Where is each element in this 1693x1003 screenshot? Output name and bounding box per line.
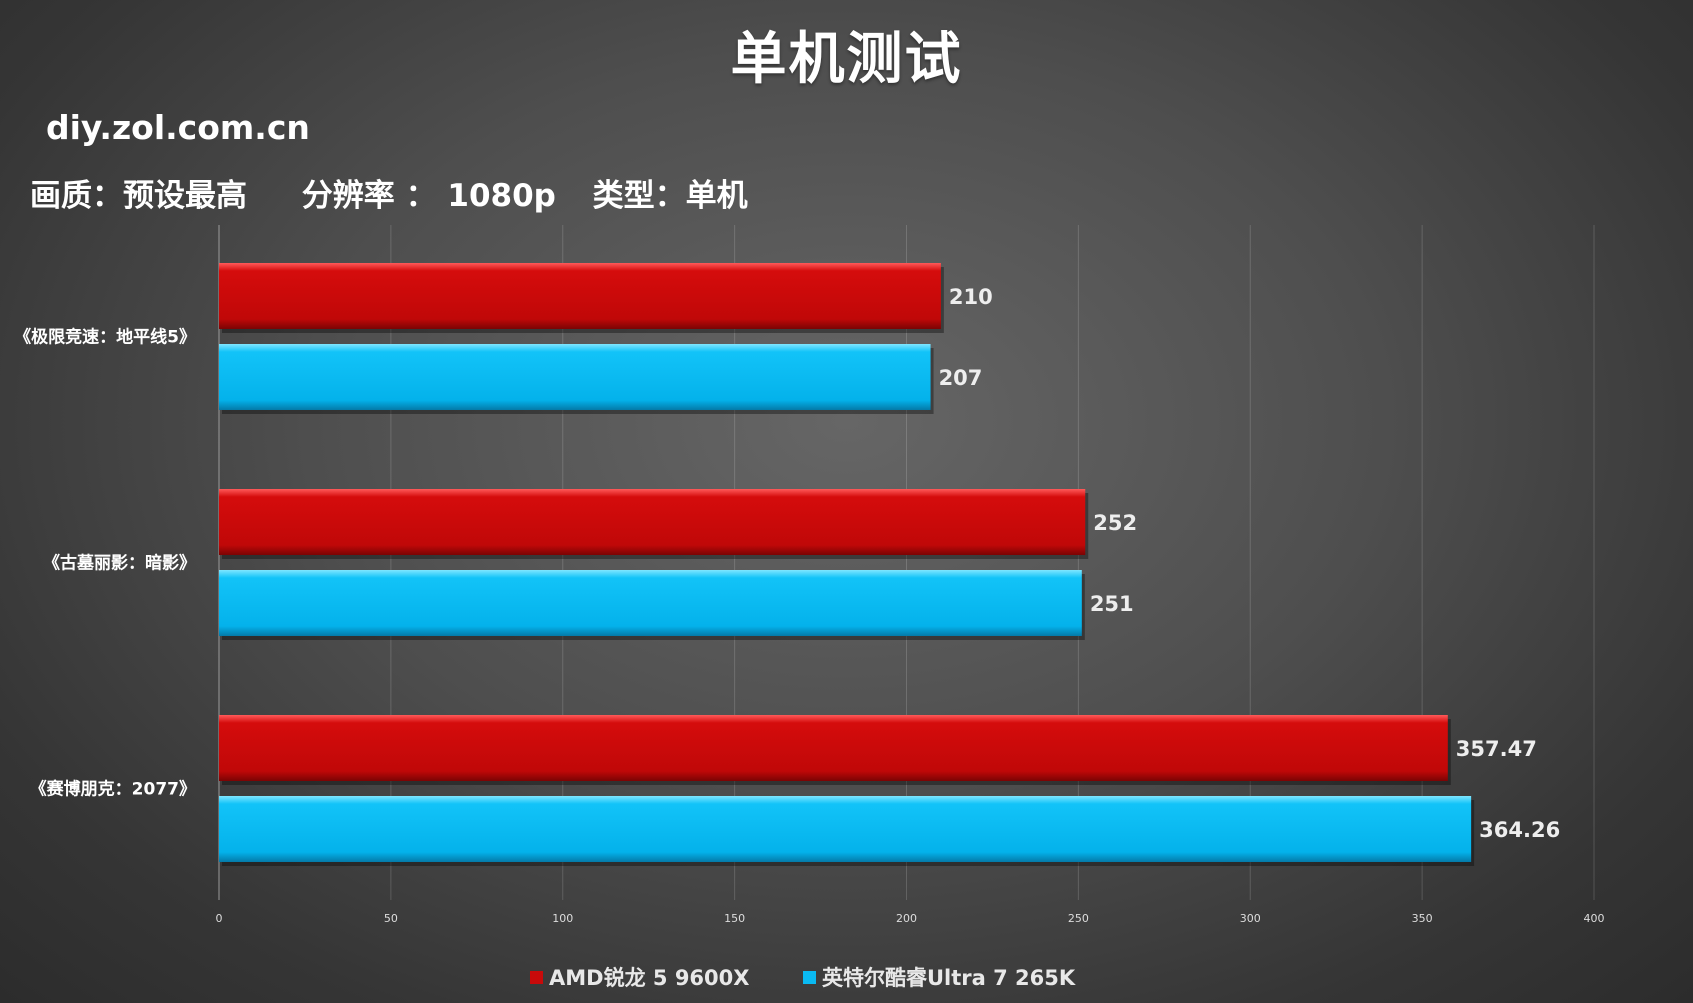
chart-title: 单机测试 — [730, 27, 963, 92]
data-label: 210 — [949, 285, 993, 309]
x-tick-label: 300 — [1240, 912, 1261, 925]
category-label: 《赛博朋克：2077》 — [30, 779, 196, 800]
bar — [219, 570, 1082, 636]
category-label: 《古墓丽影：暗影》 — [43, 553, 196, 574]
data-label: 251 — [1090, 592, 1134, 616]
bars — [219, 263, 1475, 866]
legend-item-amd: AMD锐龙 5 9600X — [530, 962, 749, 992]
data-label: 357.47 — [1456, 737, 1537, 761]
x-tick-label: 50 — [384, 912, 398, 925]
data-label: 252 — [1093, 511, 1137, 535]
bar — [219, 715, 1448, 781]
legend-label-amd: AMD锐龙 5 9600X — [549, 966, 750, 990]
bar — [219, 489, 1086, 555]
grid-lines — [218, 225, 1595, 900]
x-tick-label: 0 — [216, 912, 223, 925]
legend-item-intel: 英特尔酷睿Ultra 7 265K — [803, 962, 1075, 992]
setting-type: 类型：单机 — [592, 178, 748, 214]
watermark-text: diy.zol.com.cn — [46, 108, 310, 147]
setting-resolution: 分辨率 ： 1080p — [301, 178, 556, 214]
bar — [219, 263, 941, 329]
category-label: 《极限竞速：地平线5》 — [14, 327, 196, 348]
x-tick-label: 200 — [896, 912, 917, 925]
data-label: 364.26 — [1479, 818, 1560, 842]
legend-swatch-intel — [803, 970, 816, 984]
setting-quality: 画质：预设最高 — [30, 178, 247, 214]
bar — [219, 344, 931, 410]
legend-swatch-amd — [530, 970, 543, 984]
legend-label-intel: 英特尔酷睿Ultra 7 265K — [822, 966, 1076, 990]
x-tick-label: 100 — [552, 912, 573, 925]
data-label: 207 — [939, 366, 983, 390]
settings-line: 画质：预设最高 分辨率 ： 1080p 类型：单机 — [30, 170, 748, 215]
x-tick-label: 400 — [1584, 912, 1605, 925]
x-tick-label: 150 — [724, 912, 745, 925]
labels: 0 50 100 150 200 250 300 350 400 210 207 《极限竞速：地平线5… — [14, 285, 1604, 925]
legend: AMD锐龙 5 9600X 英特尔酷睿Ultra 7 265K — [0, 962, 1693, 992]
x-tick-label: 250 — [1068, 912, 1089, 925]
x-tick-label: 350 — [1412, 912, 1433, 925]
bar — [219, 796, 1472, 862]
